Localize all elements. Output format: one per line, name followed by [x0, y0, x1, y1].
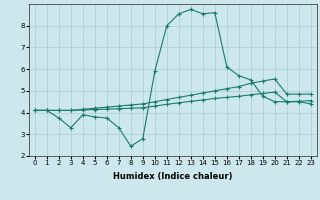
X-axis label: Humidex (Indice chaleur): Humidex (Indice chaleur)	[113, 172, 233, 181]
